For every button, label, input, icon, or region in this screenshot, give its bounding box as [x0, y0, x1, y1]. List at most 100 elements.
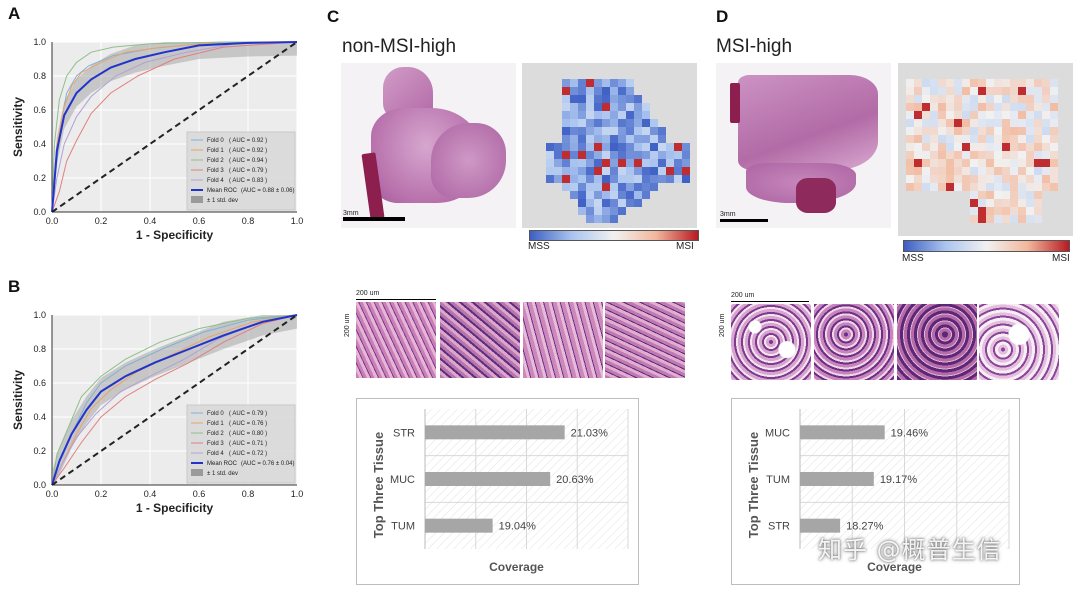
heatmap-tile — [594, 103, 602, 111]
heatmap-tile — [994, 175, 1002, 183]
heatmap-tile — [954, 95, 962, 103]
heatmap-tile — [1010, 215, 1018, 223]
heatmap-tile — [978, 159, 986, 167]
heatmap-tile — [578, 135, 586, 143]
heatmap-tile — [978, 119, 986, 127]
heatmap-tile — [626, 103, 634, 111]
heatmap-tile — [562, 183, 570, 191]
heatmap-tile — [1002, 103, 1010, 111]
heatmap-tile — [986, 199, 994, 207]
heatmap-tile — [938, 79, 946, 87]
heatmap-tile — [970, 167, 978, 175]
legend-label: Fold 2 — [207, 158, 224, 164]
heatmap-tile — [578, 127, 586, 135]
y-tick-label: 0.4 — [33, 412, 46, 422]
heatmap-tile — [994, 95, 1002, 103]
heatmap-tile — [914, 119, 922, 127]
heatmap-tile — [1050, 135, 1058, 143]
heatmap-tile — [618, 79, 626, 87]
heatmap-tile — [994, 159, 1002, 167]
heatmap-tile — [1042, 103, 1050, 111]
bar-category-label: STR — [768, 521, 790, 533]
heatmap-tile — [938, 159, 946, 167]
heatmap-tile — [962, 127, 970, 135]
legend-auc: ( AUC = 0.71 ) — [229, 441, 267, 447]
heatmap-tile — [1034, 151, 1042, 159]
heatmap-tile — [1002, 95, 1010, 103]
heatmap-tile — [986, 119, 994, 127]
heatmap-tile — [906, 119, 914, 127]
bar-tum — [425, 518, 493, 533]
heatmap-tile — [682, 167, 690, 175]
heatmap-tile — [570, 103, 578, 111]
heatmap-tile — [1050, 167, 1058, 175]
heatmap-tile — [578, 151, 586, 159]
scale-bar-d — [720, 219, 768, 222]
roc-line-mean-roc — [51, 41, 298, 213]
heatmap-tile — [922, 87, 930, 95]
heatmap-tile — [930, 183, 938, 191]
heatmap-tile — [938, 87, 946, 95]
heatmap-tile — [914, 87, 922, 95]
heatmap-tile — [610, 199, 618, 207]
heatmap-tile — [938, 151, 946, 159]
heatmap-tile — [1002, 127, 1010, 135]
heatmap-tile — [962, 103, 970, 111]
heatmap-tile — [954, 175, 962, 183]
heatmap-tile — [1034, 111, 1042, 119]
scale-label-200um-d: 200 um — [731, 292, 755, 299]
heatmap-tile — [570, 175, 578, 183]
colorbar-d-low-label: MSS — [902, 253, 924, 264]
heatmap-tile — [586, 167, 594, 175]
heatmap-tile — [634, 167, 642, 175]
heatmap-tile — [1050, 103, 1058, 111]
heatmap-tile — [546, 175, 554, 183]
heatmap-tile — [570, 151, 578, 159]
heatmap-tile — [970, 143, 978, 151]
heatmap-tile — [586, 143, 594, 151]
heatmap-tile — [586, 175, 594, 183]
heatmap-tile — [546, 159, 554, 167]
x-tick-label: 0.4 — [144, 489, 157, 499]
y-tick-label: 0.0 — [33, 480, 46, 490]
y-axis-label: Sensitivity — [11, 97, 25, 157]
heatmap-tile — [1018, 87, 1026, 95]
heatmap-tile — [970, 79, 978, 87]
heatmap-tile — [1002, 215, 1010, 223]
heatmap-tile — [658, 135, 666, 143]
bar-x-axis-label: Coverage — [489, 560, 544, 574]
heatmap-tile — [1034, 103, 1042, 111]
bar-muc — [425, 472, 551, 486]
heatmap-tile — [570, 87, 578, 95]
heatmap-tile — [994, 119, 1002, 127]
heatmap-tile — [978, 135, 986, 143]
heatmap-tile — [578, 79, 586, 87]
heatmap-tile — [1010, 95, 1018, 103]
heatmap-tile — [994, 191, 1002, 199]
heatmap-tile — [970, 111, 978, 119]
scale-label-200um-d-vertical: 200 um — [719, 313, 726, 337]
heatmap-tile — [1050, 143, 1058, 151]
y-axis-label: Sensitivity — [11, 370, 25, 430]
heatmap-tile — [594, 135, 602, 143]
heatmap-tile — [1034, 167, 1042, 175]
heatmap-tile — [922, 135, 930, 143]
heatmap-tile — [650, 127, 658, 135]
heatmap-tile — [906, 135, 914, 143]
bar-str — [425, 425, 565, 440]
heatmap-tile — [914, 79, 922, 87]
heatmap-tile — [586, 111, 594, 119]
heatmap-tile — [970, 207, 978, 215]
heatmap-tile — [562, 127, 570, 135]
heatmap-tile — [666, 143, 674, 151]
heatmap-tile — [658, 127, 666, 135]
heatmap-tile — [650, 143, 658, 151]
heatmap-tile — [970, 119, 978, 127]
heatmap-tile — [626, 87, 634, 95]
heatmap-tile — [914, 127, 922, 135]
heatmap-tile — [1026, 167, 1034, 175]
heatmap-tile — [1010, 103, 1018, 111]
heatmap-tile — [970, 215, 978, 223]
heatmap-tile — [634, 95, 642, 103]
y-tick-label: 0.6 — [33, 105, 46, 115]
